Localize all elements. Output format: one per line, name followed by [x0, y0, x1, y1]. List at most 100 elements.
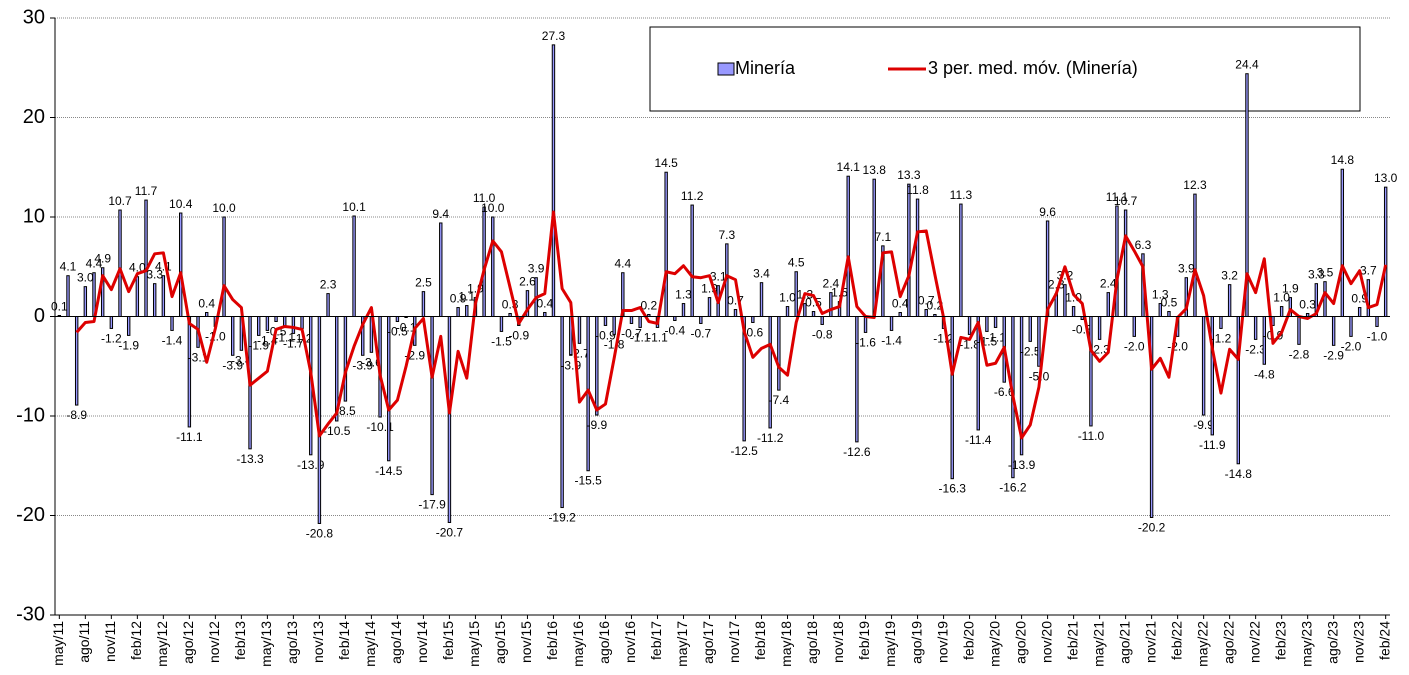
data-label: -0.9	[508, 328, 529, 342]
bar	[820, 316, 824, 325]
data-label: -4.8	[1254, 367, 1275, 381]
data-label: 3.4	[753, 267, 770, 281]
data-label: 0.3	[1299, 298, 1316, 312]
bar	[178, 212, 183, 318]
data-label: 3.3	[1308, 268, 1325, 282]
bar	[907, 183, 911, 317]
data-label: -2.0	[1341, 339, 1362, 353]
bar	[777, 316, 781, 391]
y-tick-label: 10	[23, 205, 45, 227]
bar	[1227, 284, 1232, 318]
bar	[551, 44, 556, 318]
data-label: 9.6	[1039, 205, 1056, 219]
data-label: -1.0	[1367, 329, 1388, 343]
data-label: 3.0	[77, 271, 94, 285]
bar	[629, 316, 634, 324]
x-tick-label: nov/23	[1350, 621, 1366, 663]
data-label: -0.8	[812, 327, 833, 341]
data-label: -1.2	[1211, 331, 1232, 345]
data-label: -0.9	[595, 328, 616, 342]
bar	[638, 316, 642, 328]
bar	[872, 178, 876, 317]
bar	[1219, 316, 1223, 329]
x-tick-label: may/17	[674, 621, 690, 667]
data-label: -2.5	[1020, 344, 1041, 358]
bar	[985, 316, 989, 332]
x-tick-label: may/20	[986, 621, 1002, 667]
data-label: 9.4	[432, 207, 449, 221]
data-label: -15.5	[574, 474, 602, 488]
y-tick-label: -10	[16, 404, 45, 426]
x-tick-label: ago/11	[76, 621, 92, 663]
bar	[499, 316, 504, 332]
bar	[491, 216, 495, 317]
data-label: -1.5	[491, 334, 512, 348]
moving-average-line	[75, 210, 1388, 440]
x-tick-label: feb/13	[232, 621, 248, 660]
data-label: -2.9	[1323, 348, 1344, 362]
legend-box	[649, 26, 1361, 112]
bar	[1045, 220, 1050, 317]
bar	[1331, 316, 1336, 346]
x-tick-label: nov/15	[518, 621, 534, 663]
data-label: 2.6	[519, 275, 536, 289]
data-label: -0.6	[742, 325, 763, 339]
data-label: -11.0	[1078, 429, 1105, 443]
data-label: -20.7	[436, 525, 464, 539]
bar	[430, 316, 434, 496]
x-tick-label: nov/17	[726, 621, 742, 663]
bar	[898, 312, 902, 317]
bar	[1383, 186, 1388, 317]
bar	[152, 283, 157, 318]
bar	[560, 316, 564, 509]
bar	[1340, 168, 1345, 317]
data-label: 2.4	[1100, 277, 1117, 291]
bar	[1106, 292, 1110, 317]
bar	[1071, 306, 1076, 317]
bar	[118, 209, 122, 317]
x-tick-label: feb/16	[544, 621, 560, 660]
x-tick-label: ago/12	[180, 621, 196, 664]
bar	[1028, 316, 1032, 342]
bar	[785, 306, 790, 317]
bar	[126, 316, 131, 336]
bar	[811, 311, 816, 317]
data-label: -1.1	[630, 330, 651, 344]
bar	[439, 222, 443, 317]
bar	[1253, 316, 1258, 340]
data-label: 0.7	[918, 294, 935, 308]
data-label: -11.4	[965, 433, 992, 447]
data-label: 10.0	[212, 201, 236, 215]
bar	[1375, 316, 1379, 327]
data-label: -3.9	[560, 358, 581, 372]
bar	[83, 286, 88, 317]
data-label: -12.5	[730, 444, 758, 458]
data-label: 10.7	[1114, 194, 1138, 208]
data-label: 3.2	[1221, 269, 1238, 283]
x-tick-label: feb/15	[440, 621, 456, 660]
data-label: 1.0	[779, 291, 796, 305]
y-tick-label: 0	[34, 305, 45, 327]
bar	[673, 316, 677, 321]
data-label: -1.0	[205, 329, 226, 343]
data-label: 6.3	[1135, 238, 1152, 252]
x-tick-label: feb/12	[128, 621, 144, 660]
x-tick-label: nov/16	[622, 621, 638, 663]
data-label: -1.2	[292, 331, 313, 345]
data-label: 11.7	[135, 184, 158, 198]
data-label: -12.6	[843, 445, 871, 459]
bar	[889, 316, 894, 331]
bar	[1132, 316, 1136, 337]
data-label: 11.0	[473, 191, 496, 205]
data-label: -1.9	[118, 338, 139, 352]
data-label: 14.1	[837, 160, 861, 174]
data-label: 4.4	[614, 257, 631, 271]
x-tick-label: may/18	[778, 621, 794, 667]
bar	[1279, 306, 1284, 317]
bar	[456, 307, 460, 318]
x-tick-label: nov/20	[1038, 621, 1054, 663]
x-tick-label: nov/19	[934, 621, 950, 663]
legend-label: Minería	[735, 58, 796, 78]
y-tick-label: -20	[16, 504, 45, 526]
